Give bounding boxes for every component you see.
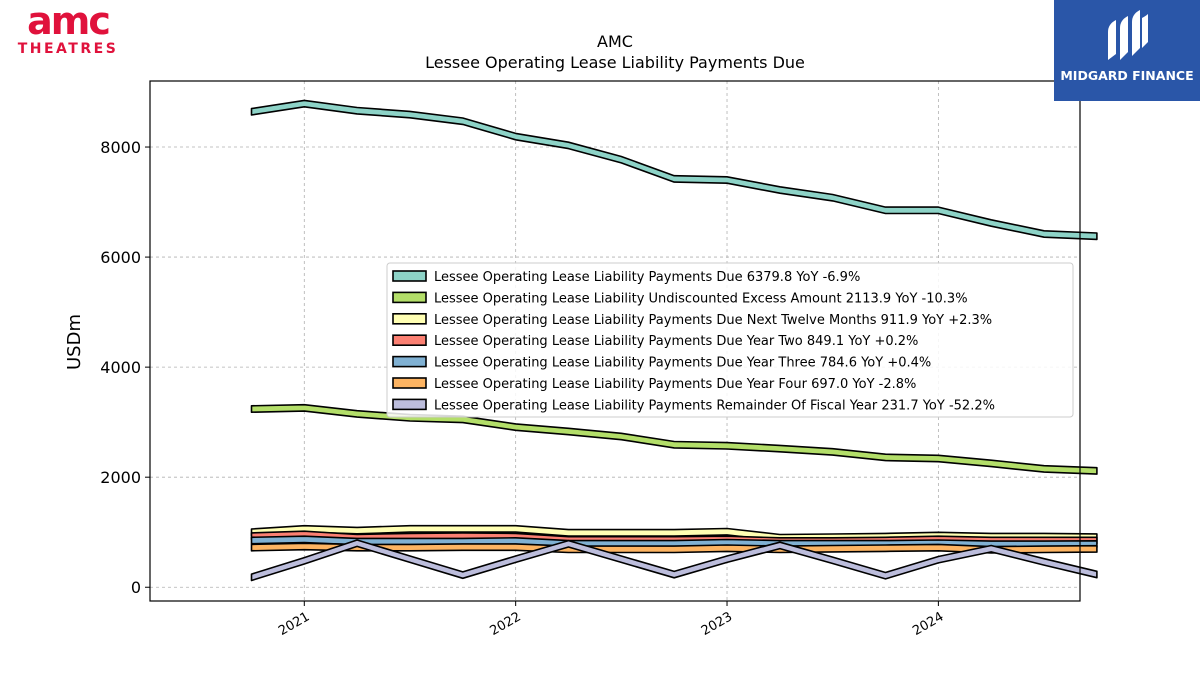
- legend-swatch: [392, 270, 427, 282]
- series-layer: [250, 99, 1098, 582]
- y-tick-label: 4000: [100, 358, 141, 377]
- legend-swatch: [392, 377, 427, 389]
- series-band-0: [250, 99, 1098, 241]
- y-tick-label: 8000: [100, 138, 141, 157]
- legend: Lessee Operating Lease Liability Payment…: [386, 262, 1074, 418]
- y-tick-label: 2000: [100, 468, 141, 487]
- legend-swatch: [392, 355, 427, 368]
- y-tick-label: 6000: [100, 248, 141, 267]
- legend-label: Lessee Operating Lease Liability Payment…: [434, 313, 992, 328]
- y-tick-label: 0: [131, 578, 141, 597]
- x-tick-label: 2022: [487, 609, 523, 639]
- chart-title: AMC: [597, 32, 633, 51]
- midgard-finance-logo: MIDGARD FINANCE: [1054, 0, 1200, 101]
- x-tick-label: 2023: [699, 609, 735, 639]
- series-band-1: [250, 403, 1098, 475]
- amc-logo-theatres: THEATRES: [18, 41, 119, 56]
- legend-swatch: [392, 398, 427, 411]
- legend-label: Lessee Operating Lease Liability Payment…: [434, 356, 931, 371]
- legend-label: Lessee Operating Lease Liability Undisco…: [434, 291, 968, 306]
- midgard-logo-text: MIDGARD FINANCE: [1060, 68, 1194, 83]
- x-tick-label: 2024: [910, 609, 946, 639]
- midgard-mark-icon: [1108, 10, 1148, 60]
- axes: 0 2000 4000 6000 8000 2021 2022 2023 2024: [100, 138, 946, 639]
- amc-logo: amc THEATRES: [4, 0, 132, 57]
- legend-swatch: [392, 334, 427, 347]
- chart-subtitle: Lessee Operating Lease Liability Payment…: [425, 53, 805, 72]
- legend-label: Lessee Operating Lease Liability Payment…: [434, 270, 860, 285]
- legend-label: Lessee Operating Lease Liability Payment…: [434, 377, 916, 392]
- legend-label: Lessee Operating Lease Liability Payment…: [434, 334, 918, 349]
- legend-swatch: [392, 312, 427, 325]
- y-axis-label: USDm: [64, 314, 85, 370]
- legend-swatch: [392, 291, 427, 304]
- amc-logo-word: amc: [27, 4, 109, 43]
- legend-box: [386, 262, 1074, 418]
- x-tick-label: 2021: [276, 609, 312, 639]
- series-band-6: [250, 539, 1098, 582]
- legend-label: Lessee Operating Lease Liability Payment…: [434, 398, 995, 413]
- plot-frame: [149, 80, 1081, 602]
